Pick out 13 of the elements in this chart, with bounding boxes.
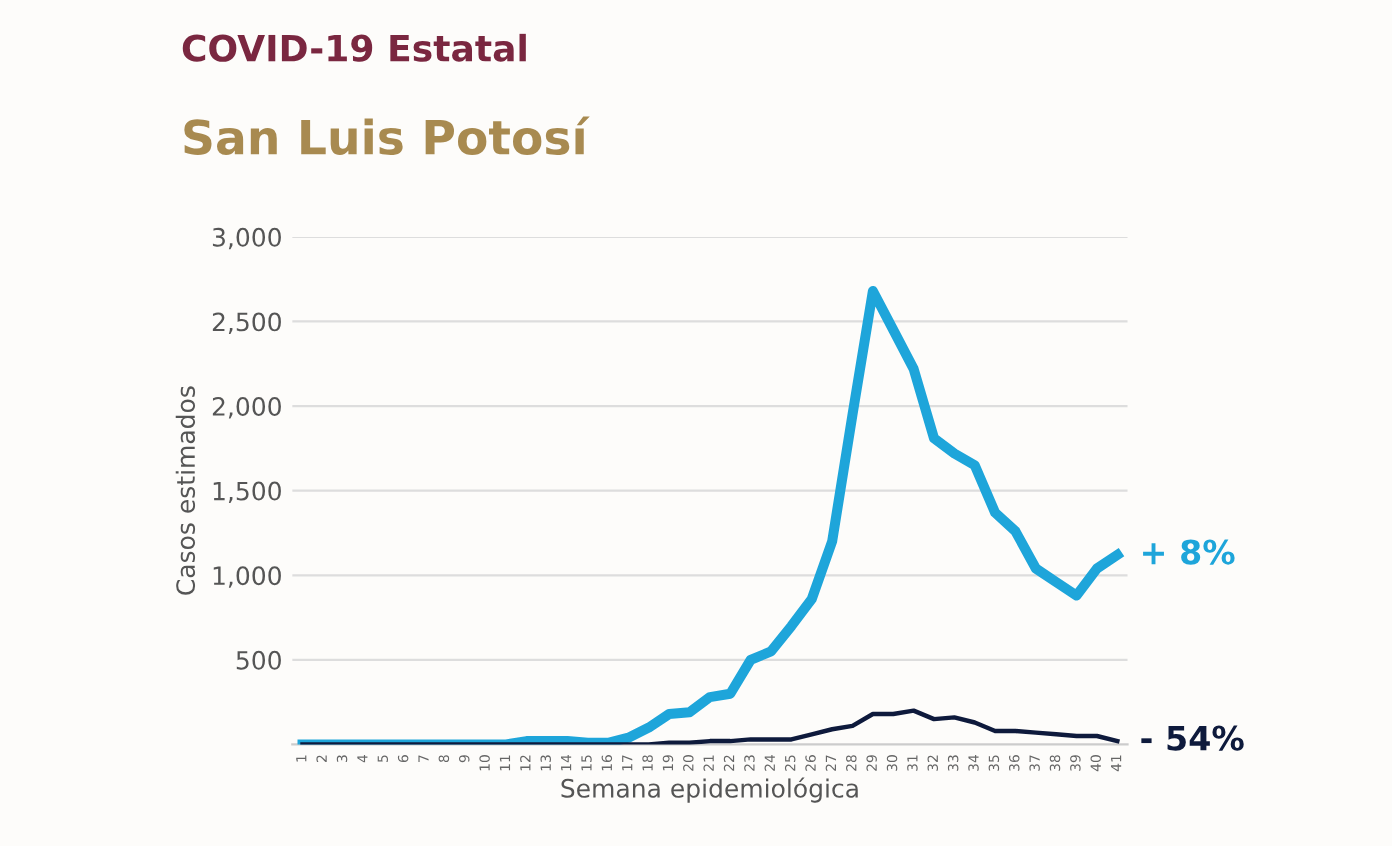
y-tick-label: 2,000 bbox=[212, 397, 281, 419]
y-tick-label: 500 bbox=[236, 650, 281, 670]
annotation: + 8% bbox=[1143, 539, 1235, 565]
x-axis-title: Semana epidemiológica bbox=[561, 777, 858, 803]
line-series bbox=[300, 708, 1120, 745]
chart-subtitle: San Luis Potosí bbox=[184, 116, 590, 155]
y-tick-label: 1,500 bbox=[213, 481, 281, 504]
annotation: - 54% bbox=[1141, 725, 1244, 751]
y-tick-label: 2,500 bbox=[212, 312, 281, 334]
y-axis-title: Casos estimados bbox=[175, 386, 196, 595]
y-tick-label: 3,000 bbox=[212, 227, 281, 250]
y-tick-label: 1,000 bbox=[213, 566, 281, 588]
chart-title: COVID-19 Estatal bbox=[182, 33, 526, 62]
